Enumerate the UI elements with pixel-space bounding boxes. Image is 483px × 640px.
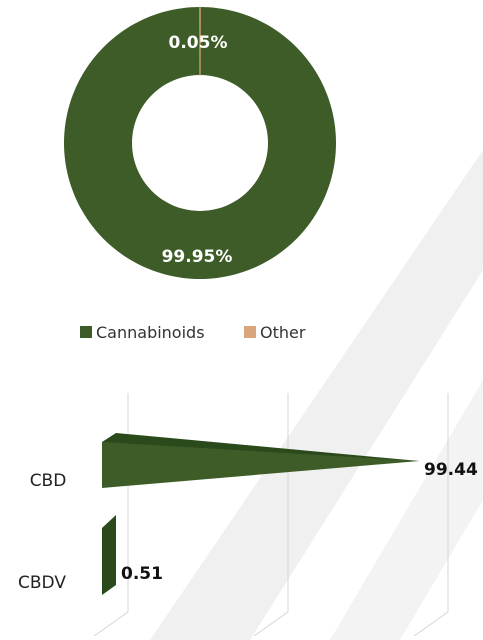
grid-line-0 [93, 393, 129, 637]
grid-line-2 [413, 393, 449, 637]
category-label-cbd: CBD [30, 471, 67, 491]
value-label-cbd: 99.44 [424, 460, 478, 480]
category-label-cbdv: CBDV [18, 573, 66, 593]
donut-slice-cannabinoids [63, 7, 337, 279]
legend-swatch-cannabinoids [80, 326, 92, 338]
donut-chart [63, 6, 337, 279]
donut-legend: Cannabinoids Other [80, 323, 306, 342]
watermark [150, 150, 483, 640]
legend-swatch-other [244, 326, 256, 338]
donut-label-cannabinoids: 99.95% [162, 247, 233, 267]
value-label-cbdv: 0.51 [121, 564, 163, 584]
legend-label-cannabinoids: Cannabinoids [96, 323, 205, 342]
legend-label-other: Other [260, 323, 306, 342]
donut-label-other: 0.05% [169, 33, 228, 53]
bar-cbd [102, 442, 420, 488]
bar-chart [102, 433, 420, 595]
bar-cbdv [102, 515, 116, 595]
